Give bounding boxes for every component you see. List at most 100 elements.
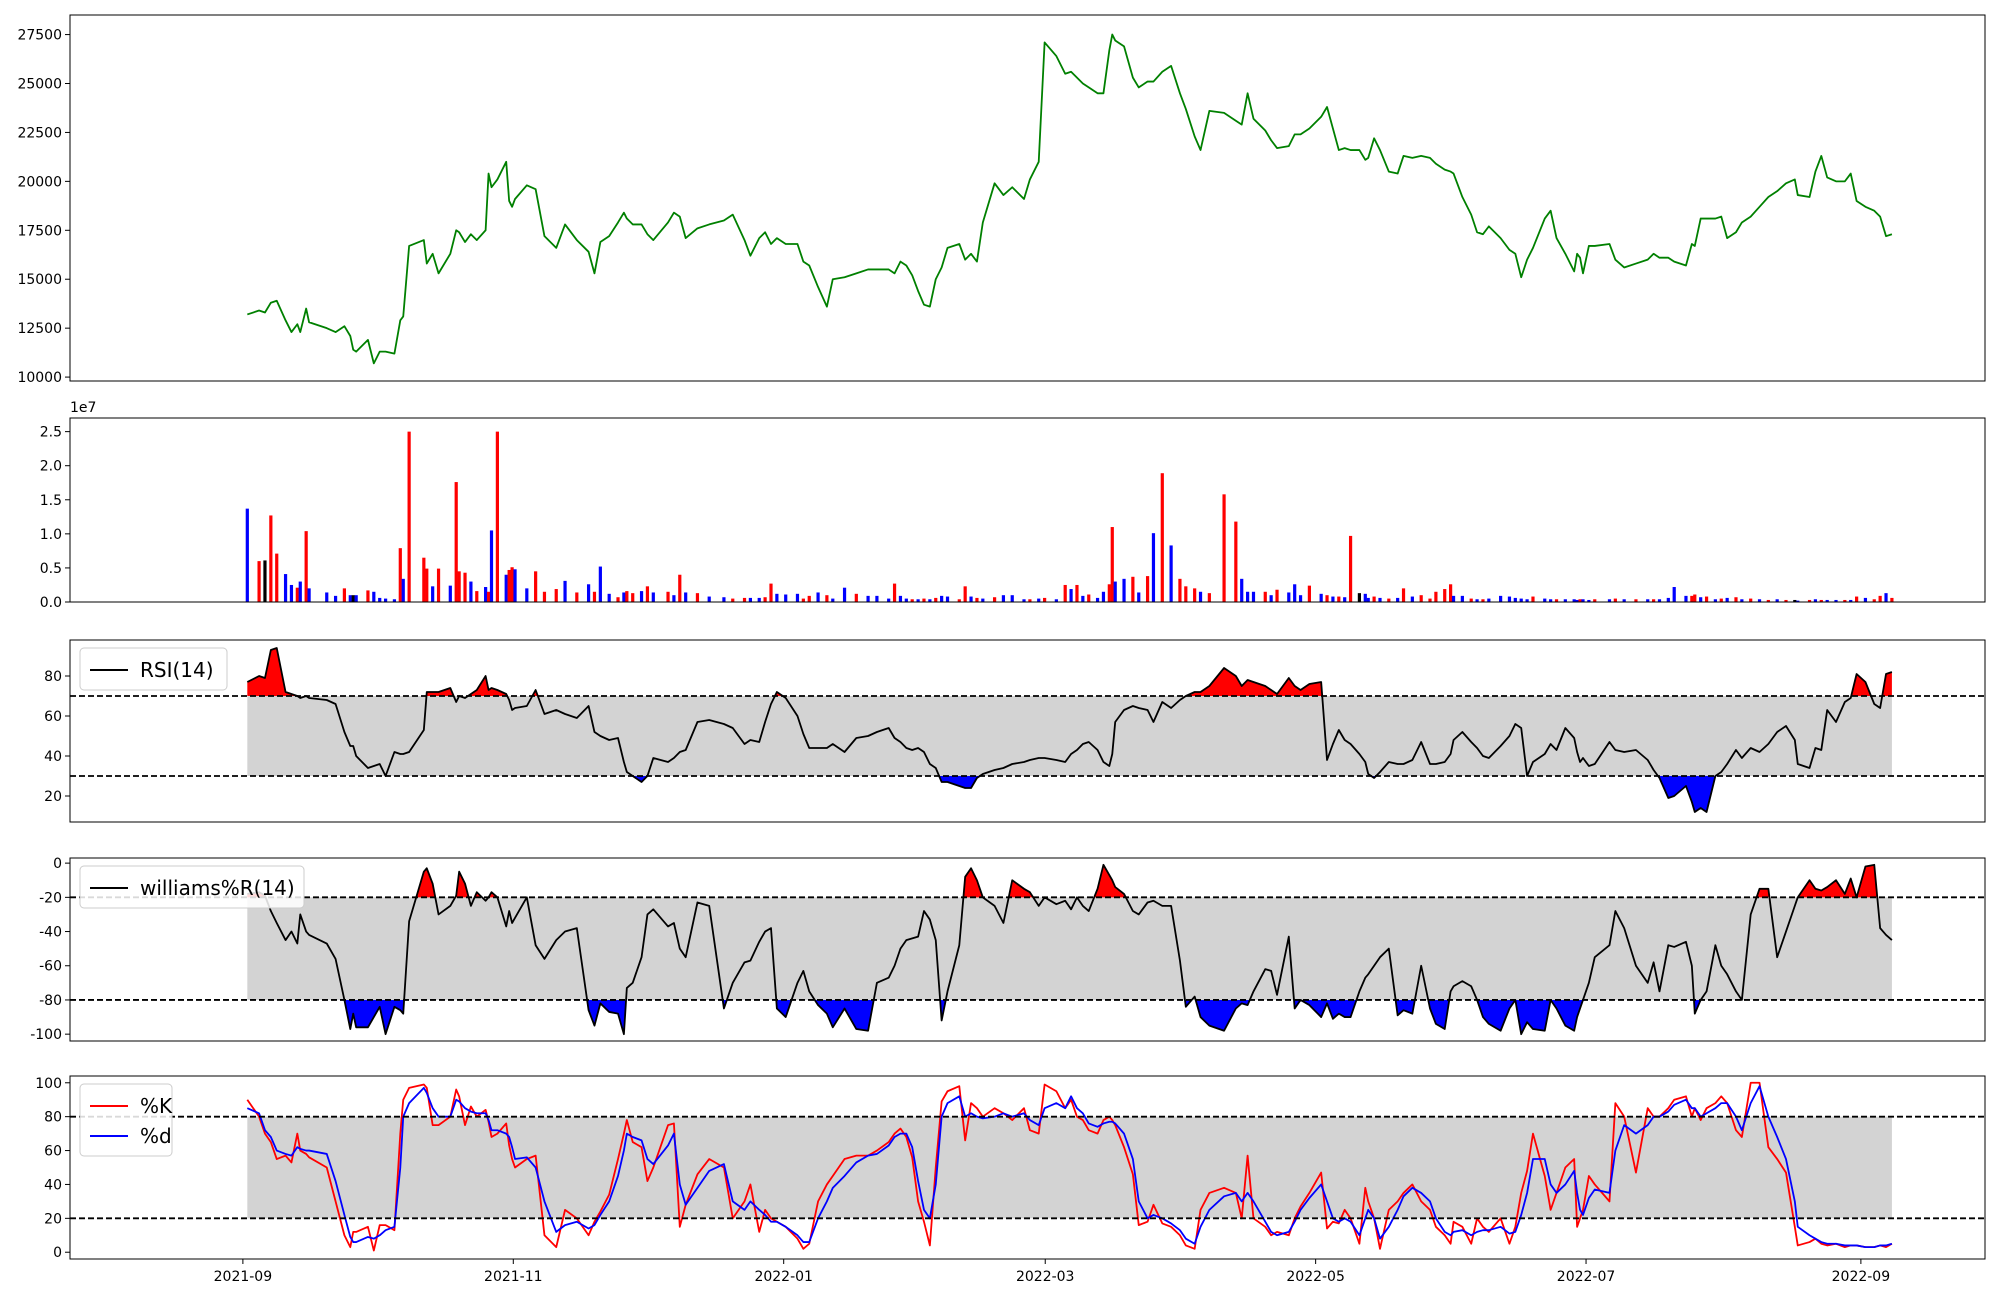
overbought-fill: [1856, 864, 1878, 898]
volume-bar: [625, 591, 629, 602]
y-tick-label: 60: [44, 1144, 62, 1160]
volume-bar: [1028, 599, 1032, 602]
volume-bar: [1246, 591, 1250, 602]
volume-bar: [554, 589, 558, 602]
volume-bar: [1593, 599, 1597, 602]
volume-bar: [1269, 595, 1273, 602]
volume-bar: [1672, 587, 1676, 602]
y-tick-label: -100: [30, 1027, 62, 1043]
y-tick-label: -80: [39, 993, 62, 1009]
volume-bar: [1410, 596, 1414, 602]
volume-bar: [1222, 494, 1226, 602]
volume-bar: [1372, 596, 1376, 602]
volume-bar: [1193, 588, 1197, 602]
volume-bar: [1607, 599, 1612, 602]
legend-box: [79, 647, 228, 691]
y-tick-label: 25000: [17, 77, 62, 93]
oversold-fill: [1300, 999, 1357, 1019]
volume-bar: [981, 598, 985, 602]
volume-bar: [1725, 597, 1729, 602]
volume-bar: [263, 560, 267, 602]
volume-bar: [1890, 597, 1894, 602]
x-tick-label: 2022-01: [754, 1269, 813, 1285]
volume-bar: [592, 591, 597, 602]
volume-bar: [598, 566, 602, 602]
x-tick-label: 2021-09: [214, 1269, 273, 1285]
overbought-fill: [1185, 668, 1323, 696]
volume-bar: [245, 508, 249, 602]
volume-bar: [1525, 599, 1529, 602]
x-tick-label: 2022-09: [1832, 1269, 1891, 1285]
volume-bar: [639, 591, 644, 602]
volume-bar: [875, 595, 879, 602]
overbought-fill: [963, 868, 983, 898]
volume-bar: [1563, 599, 1567, 602]
volume-bar: [1531, 596, 1535, 602]
volume-bar: [801, 598, 805, 602]
volume-bar: [304, 531, 308, 602]
volume-bar: [489, 530, 494, 602]
y-tick-label: 20: [44, 789, 62, 805]
y-tick-label: 27500: [17, 28, 62, 44]
volume-bar: [831, 598, 835, 602]
volume-bar: [1819, 599, 1823, 602]
volume-bar: [975, 597, 979, 602]
volume-bar: [1122, 578, 1126, 602]
volume-bar: [1319, 593, 1323, 602]
band-fill: [247, 1116, 1892, 1219]
volume-bar: [1622, 599, 1626, 602]
volume-bar: [1184, 586, 1188, 602]
volume-bar: [940, 595, 944, 602]
volume-bar: [825, 595, 829, 602]
legend-label: %K: [140, 1094, 173, 1118]
volume-bar: [1487, 598, 1491, 602]
plot-area: [70, 15, 1985, 381]
series-line-williams-r-14-: [247, 863, 1893, 1036]
volume-bar: [969, 596, 973, 602]
volume-bar: [1581, 599, 1585, 602]
volume-bar: [1749, 598, 1753, 602]
panel-2: 0.0 0.5 1.0 1.5 2.0 2.5 1e7: [40, 400, 1986, 611]
volume-bar: [1666, 597, 1670, 602]
volume-bar: [366, 590, 370, 602]
volume-bar: [1022, 599, 1026, 602]
volume-bar: [631, 593, 635, 602]
volume-bar: [392, 599, 397, 602]
volume-bar: [1363, 593, 1367, 602]
volume-bar: [1401, 588, 1406, 602]
volume-bar: [854, 593, 858, 602]
volume-bar: [1884, 593, 1888, 602]
volume-bar: [257, 561, 261, 602]
volume-bar: [887, 598, 891, 602]
volume-bar: [807, 595, 811, 602]
volume-bar: [563, 580, 567, 602]
volume-bar: [1387, 598, 1391, 602]
volume-bar: [684, 592, 688, 602]
volume-bar: [1843, 599, 1847, 602]
volume-bar: [963, 586, 967, 602]
oversold-fill: [814, 999, 874, 1031]
volume-bar: [1690, 595, 1694, 602]
volume-bar: [586, 584, 591, 602]
volume-bar: [1137, 592, 1141, 602]
volume-bar: [1713, 599, 1717, 602]
y-tick-label: 22500: [17, 125, 62, 141]
y-tick-label: 60: [44, 709, 62, 725]
volume-bar: [1554, 599, 1559, 602]
overbought-fill: [1882, 672, 1892, 696]
volume-bar: [510, 567, 514, 602]
volume-bar: [1343, 597, 1347, 602]
volume-bar: [763, 597, 767, 602]
oversold-fill: [1477, 999, 1516, 1031]
volume-bar: [1054, 599, 1058, 602]
y-tick-label: 0.0: [40, 595, 62, 611]
volume-bar: [283, 574, 288, 602]
panel-4: -100 -80 -60 -40 -20 0 williams%R(14): [30, 856, 1986, 1043]
volume-bar: [401, 578, 405, 602]
y-tick-label: -40: [39, 925, 62, 941]
volume-bar: [957, 599, 961, 602]
volume-bar: [892, 583, 897, 602]
y-tick-label: 40: [44, 1177, 62, 1193]
y-tick-label: 2.5: [40, 425, 62, 441]
volume-bar: [289, 584, 294, 602]
